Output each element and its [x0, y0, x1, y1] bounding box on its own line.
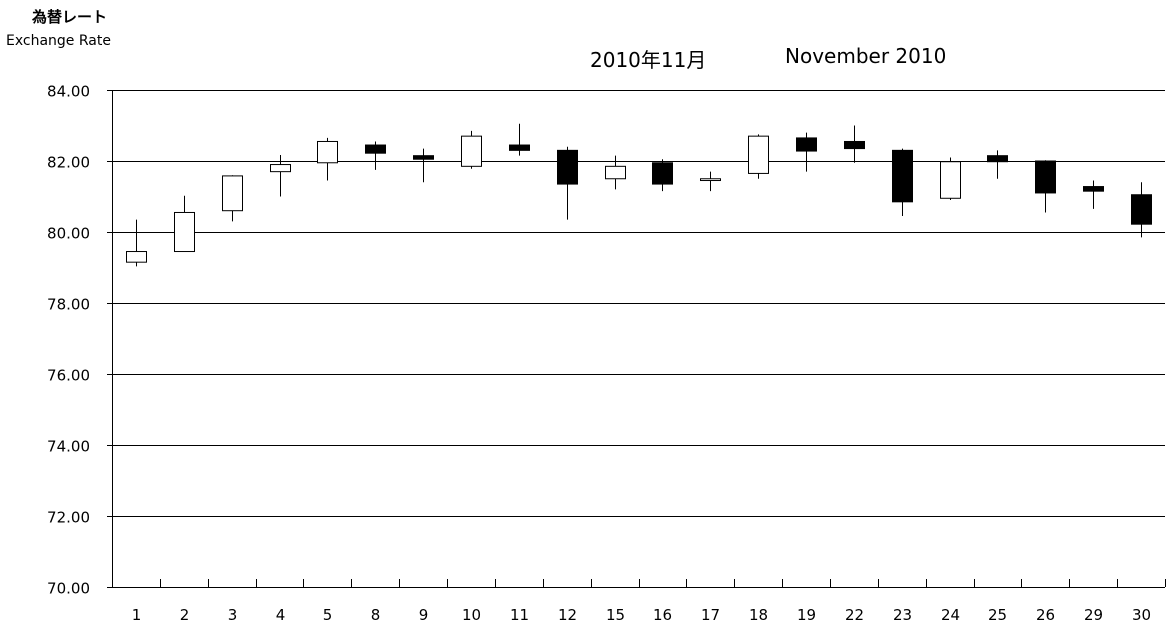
candle-body	[557, 149, 578, 185]
candle-body	[796, 137, 817, 152]
x-tick-label: 26	[1036, 606, 1055, 624]
x-tick-label: 22	[845, 606, 864, 624]
y-tick-label: 84.00	[47, 83, 90, 101]
candle-body	[365, 144, 386, 154]
candle-body	[509, 144, 530, 151]
y-tick-label: 72.00	[47, 509, 90, 527]
candle-body	[174, 211, 195, 253]
x-tick-label: 24	[941, 606, 960, 624]
x-tick-label: 5	[323, 606, 333, 624]
x-tick-label: 12	[558, 606, 577, 624]
chart-title-en: November 2010	[785, 44, 947, 68]
y-axis-label-en: Exchange Rate	[6, 33, 111, 49]
candle-body	[987, 155, 1008, 163]
x-tick-label: 23	[893, 606, 912, 624]
x-tick-label: 29	[1084, 606, 1103, 624]
candle-body	[222, 175, 243, 212]
candle-body	[270, 164, 291, 173]
x-tick-label: 9	[419, 606, 429, 624]
x-tick-label: 17	[701, 606, 720, 624]
candle-body	[748, 135, 769, 174]
candle-body	[844, 140, 865, 150]
x-tick-label: 1	[132, 606, 142, 624]
candle-body	[413, 155, 434, 160]
y-tick-label: 82.00	[47, 154, 90, 172]
candle-body	[652, 162, 673, 185]
y-axis-label-jp: 為替レート	[32, 8, 108, 26]
y-tick-label: 78.00	[47, 296, 90, 314]
x-tick-label: 8	[371, 606, 381, 624]
candle-body	[605, 165, 626, 180]
x-tick-label: 11	[510, 606, 529, 624]
candle-body	[1083, 186, 1104, 192]
candle-body	[461, 135, 482, 167]
x-tick-label: 4	[276, 606, 286, 624]
y-tick-label: 74.00	[47, 438, 90, 456]
x-tick-label: 10	[462, 606, 481, 624]
candle-body	[1035, 160, 1056, 194]
x-tick-label: 25	[988, 606, 1007, 624]
x-tick-label: 2	[180, 606, 190, 624]
y-tick-label: 70.00	[47, 580, 90, 598]
x-tick-label: 18	[749, 606, 768, 624]
x-tick-label: 15	[606, 606, 625, 624]
candle-body	[700, 178, 721, 182]
chart-title-jp: 2010年11月	[590, 48, 707, 72]
candle-body	[892, 149, 913, 203]
candle-body	[317, 140, 338, 164]
x-tick-label: 30	[1132, 606, 1151, 624]
candle-body	[940, 161, 961, 199]
y-tick-label: 76.00	[47, 367, 90, 385]
y-tick-label: 80.00	[47, 225, 90, 243]
candle-body	[1131, 194, 1152, 225]
x-tick-label: 19	[797, 606, 816, 624]
x-tick-label: 3	[228, 606, 238, 624]
x-tick-label: 16	[653, 606, 672, 624]
candle-body	[126, 251, 147, 263]
